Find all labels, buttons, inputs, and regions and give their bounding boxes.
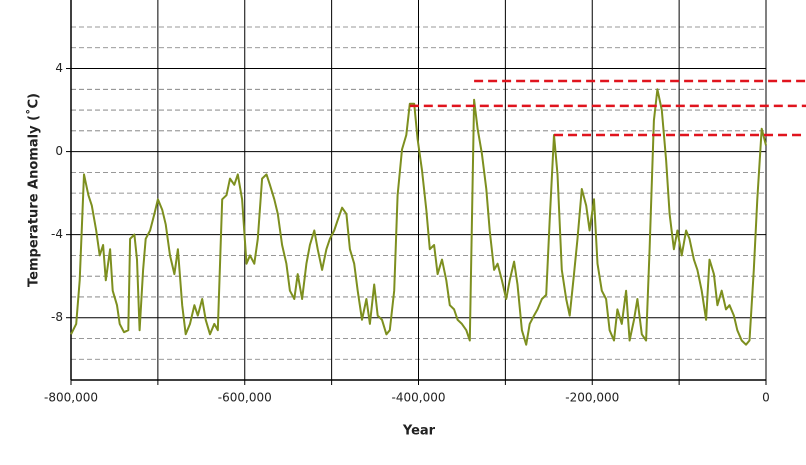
y-tick-label: 0 (55, 144, 63, 158)
y-axis-title: Temperature Anomaly (˚C) (26, 93, 42, 287)
x-tick-label: 0 (762, 391, 770, 405)
y-tick-label: -8 (51, 310, 63, 324)
x-tick-label: -800,000 (44, 391, 98, 405)
y-tick-label: 4 (55, 61, 63, 75)
x-tick-label: -400,000 (392, 391, 446, 405)
x-tick-label: -200,000 (565, 391, 619, 405)
y-tick-label: -4 (51, 227, 63, 241)
x-axis-title: Year (402, 424, 436, 439)
data-line (70, 88, 767, 346)
x-tick-label: -600,000 (218, 391, 272, 405)
